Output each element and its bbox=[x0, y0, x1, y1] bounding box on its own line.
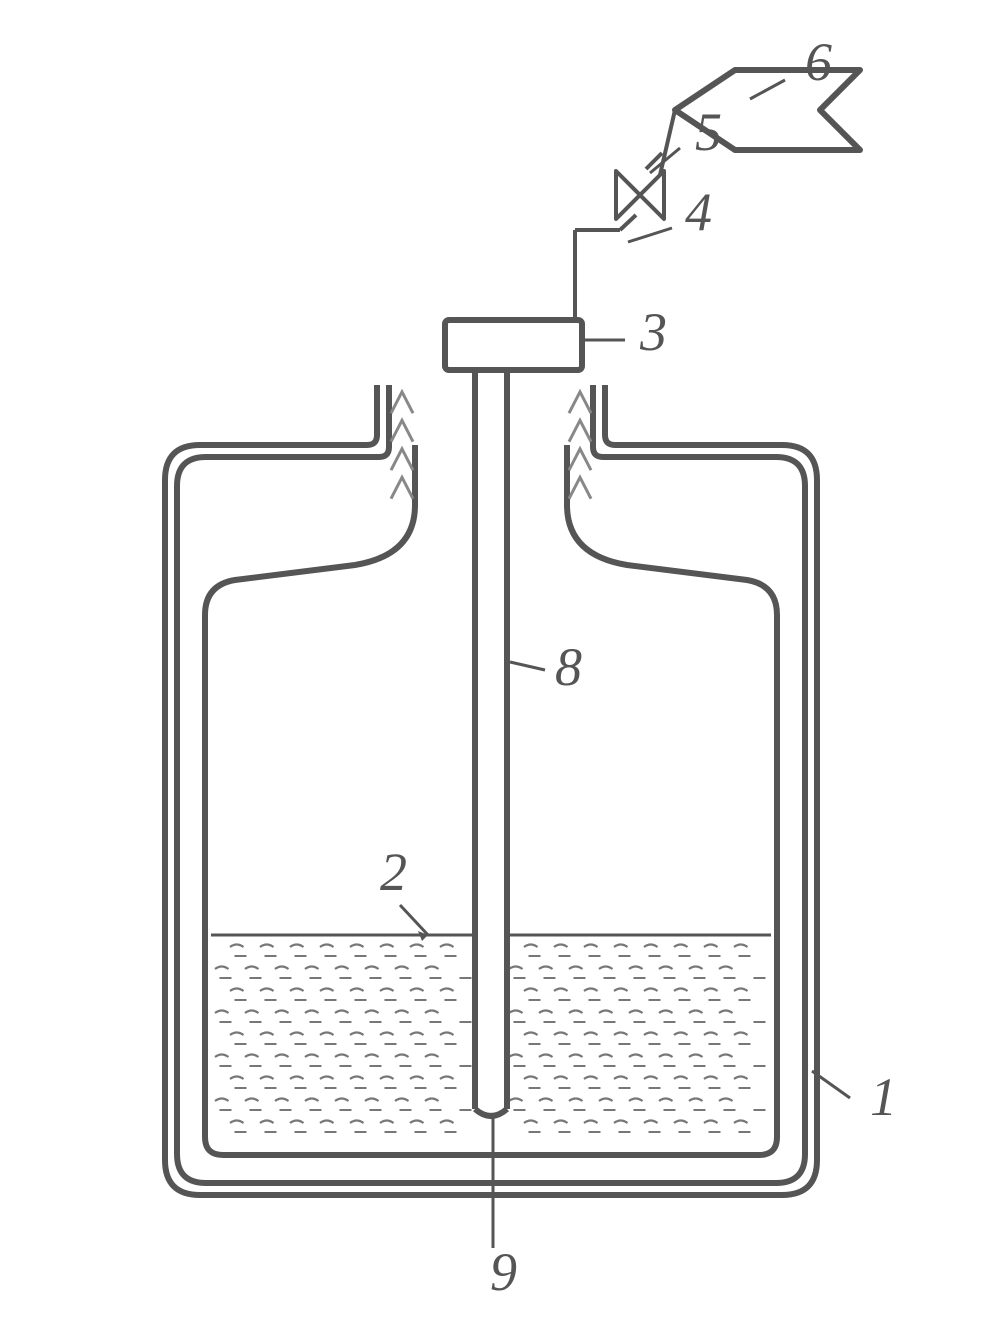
dip-tube bbox=[475, 345, 507, 1117]
label-4: 4 bbox=[685, 182, 712, 242]
label-8: 8 bbox=[555, 637, 582, 697]
label-1: 1 bbox=[870, 1067, 897, 1127]
leader-lines bbox=[400, 80, 850, 1248]
label-2: 2 bbox=[380, 842, 407, 902]
label-9: 9 bbox=[490, 1242, 517, 1302]
label-5: 5 bbox=[695, 102, 722, 162]
piping-and-valve bbox=[575, 110, 675, 320]
label-3: 3 bbox=[639, 302, 667, 362]
label-6: 6 bbox=[805, 32, 832, 92]
diagram-canvas: 6 5 4 3 8 2 1 9 bbox=[0, 0, 1000, 1330]
fitting-block bbox=[445, 320, 582, 370]
